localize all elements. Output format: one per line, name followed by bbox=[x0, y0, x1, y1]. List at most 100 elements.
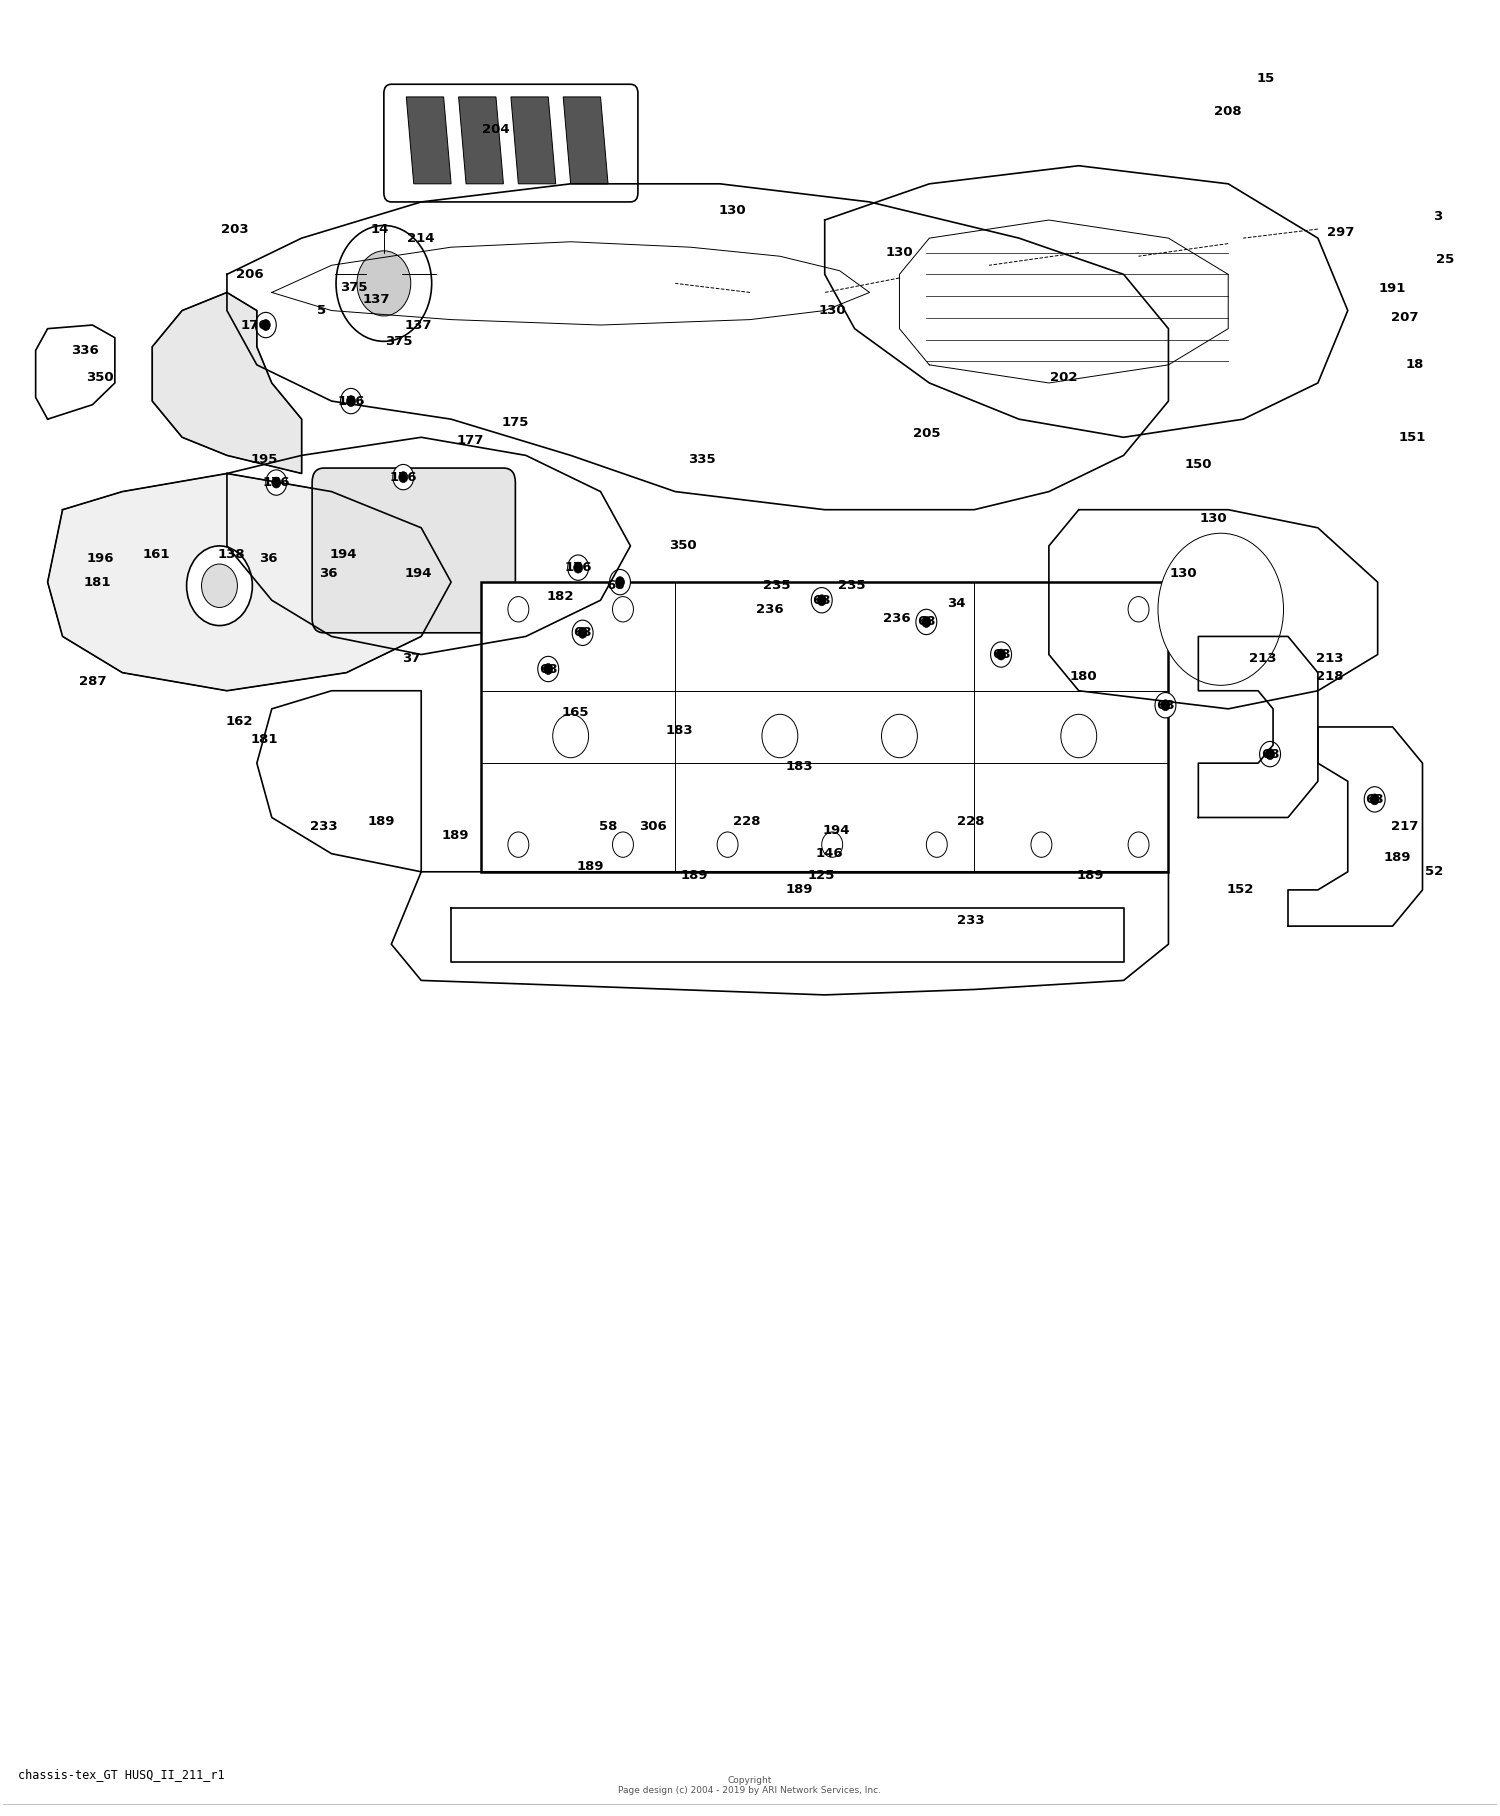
Text: 161: 161 bbox=[142, 548, 171, 561]
Circle shape bbox=[916, 610, 938, 634]
Polygon shape bbox=[459, 96, 504, 183]
Text: 25: 25 bbox=[1436, 254, 1454, 267]
Circle shape bbox=[996, 648, 1005, 659]
Text: 137: 137 bbox=[405, 318, 432, 332]
Text: 68: 68 bbox=[992, 648, 1011, 661]
Text: 228: 228 bbox=[734, 815, 760, 828]
Text: 68: 68 bbox=[538, 663, 558, 676]
Circle shape bbox=[261, 320, 270, 331]
Circle shape bbox=[1161, 699, 1170, 710]
Text: 189: 189 bbox=[368, 815, 394, 828]
Polygon shape bbox=[152, 292, 302, 474]
Text: 233: 233 bbox=[310, 821, 338, 834]
Text: 58: 58 bbox=[598, 821, 616, 834]
Text: 18: 18 bbox=[1406, 358, 1423, 370]
Circle shape bbox=[578, 627, 586, 637]
Text: 375: 375 bbox=[386, 334, 412, 349]
Circle shape bbox=[1158, 534, 1284, 685]
Text: 68: 68 bbox=[1262, 748, 1280, 761]
Text: 130: 130 bbox=[1170, 567, 1197, 579]
Text: 306: 306 bbox=[639, 821, 666, 834]
Text: 194: 194 bbox=[330, 548, 357, 561]
Text: 37: 37 bbox=[402, 652, 420, 665]
Text: 235: 235 bbox=[764, 579, 790, 592]
Text: 336: 336 bbox=[70, 343, 99, 358]
Text: 138: 138 bbox=[217, 548, 244, 561]
Text: chassis-tex_GT HUSQ_II_211_r1: chassis-tex_GT HUSQ_II_211_r1 bbox=[18, 1767, 225, 1781]
Text: 195: 195 bbox=[251, 452, 278, 465]
Text: 151: 151 bbox=[1398, 430, 1425, 443]
Circle shape bbox=[340, 389, 362, 414]
Text: 68: 68 bbox=[1365, 794, 1384, 806]
Text: 205: 205 bbox=[912, 427, 940, 439]
Circle shape bbox=[822, 832, 843, 857]
Text: 375: 375 bbox=[340, 280, 368, 294]
Circle shape bbox=[538, 656, 558, 681]
Text: 165: 165 bbox=[561, 706, 590, 719]
Circle shape bbox=[1030, 832, 1051, 857]
Text: 189: 189 bbox=[1383, 852, 1411, 864]
Circle shape bbox=[186, 547, 252, 625]
Polygon shape bbox=[406, 96, 451, 183]
Circle shape bbox=[612, 832, 633, 857]
Text: 236: 236 bbox=[882, 612, 910, 625]
Circle shape bbox=[357, 251, 411, 316]
Circle shape bbox=[812, 588, 832, 612]
Text: 335: 335 bbox=[688, 452, 715, 465]
Circle shape bbox=[609, 570, 630, 596]
Text: 233: 233 bbox=[957, 913, 986, 928]
Text: 181: 181 bbox=[251, 734, 278, 746]
Text: 175: 175 bbox=[501, 416, 530, 429]
Circle shape bbox=[615, 577, 624, 588]
Text: 189: 189 bbox=[681, 868, 708, 883]
Circle shape bbox=[552, 714, 588, 757]
Circle shape bbox=[882, 714, 918, 757]
Circle shape bbox=[509, 597, 530, 621]
Circle shape bbox=[1128, 832, 1149, 857]
Text: Copyright
Page design (c) 2004 - 2019 by ARI Network Services, Inc.: Copyright Page design (c) 2004 - 2019 by… bbox=[618, 1776, 882, 1796]
Text: 350: 350 bbox=[86, 370, 114, 383]
Circle shape bbox=[1260, 741, 1281, 766]
Text: 191: 191 bbox=[1378, 281, 1407, 296]
Circle shape bbox=[567, 556, 588, 581]
Text: 162: 162 bbox=[225, 716, 252, 728]
Circle shape bbox=[1370, 794, 1378, 804]
Text: 130: 130 bbox=[718, 205, 746, 218]
Text: 213: 213 bbox=[1316, 652, 1344, 665]
Text: 287: 287 bbox=[78, 676, 106, 688]
Circle shape bbox=[255, 312, 276, 338]
Text: 130: 130 bbox=[819, 303, 846, 318]
FancyBboxPatch shape bbox=[384, 84, 638, 202]
Text: 189: 189 bbox=[786, 883, 813, 897]
FancyBboxPatch shape bbox=[482, 583, 1168, 872]
Text: 68: 68 bbox=[606, 579, 624, 592]
Text: 189: 189 bbox=[576, 859, 604, 873]
Text: 130: 130 bbox=[1200, 512, 1227, 525]
Text: 68: 68 bbox=[1156, 699, 1174, 712]
Circle shape bbox=[1155, 692, 1176, 717]
Circle shape bbox=[573, 563, 582, 574]
Text: 130: 130 bbox=[885, 247, 914, 260]
Text: 152: 152 bbox=[1227, 883, 1254, 897]
Text: 68: 68 bbox=[916, 616, 936, 628]
Circle shape bbox=[990, 641, 1011, 666]
Text: 218: 218 bbox=[1316, 670, 1344, 683]
Text: 36: 36 bbox=[320, 567, 338, 579]
Text: 196: 196 bbox=[86, 552, 114, 565]
Circle shape bbox=[509, 832, 530, 857]
Circle shape bbox=[818, 596, 827, 607]
Text: 183: 183 bbox=[786, 761, 813, 774]
Circle shape bbox=[572, 619, 592, 645]
Text: 182: 182 bbox=[546, 590, 574, 603]
Text: 194: 194 bbox=[824, 824, 850, 837]
Text: 177: 177 bbox=[458, 434, 484, 447]
Text: 350: 350 bbox=[669, 539, 696, 552]
FancyBboxPatch shape bbox=[312, 469, 516, 632]
Circle shape bbox=[544, 663, 552, 674]
Circle shape bbox=[612, 597, 633, 621]
Text: 3: 3 bbox=[1432, 211, 1442, 223]
Text: 176: 176 bbox=[564, 561, 592, 574]
Circle shape bbox=[272, 478, 280, 489]
Text: 213: 213 bbox=[1250, 652, 1276, 665]
Text: 183: 183 bbox=[666, 725, 693, 737]
